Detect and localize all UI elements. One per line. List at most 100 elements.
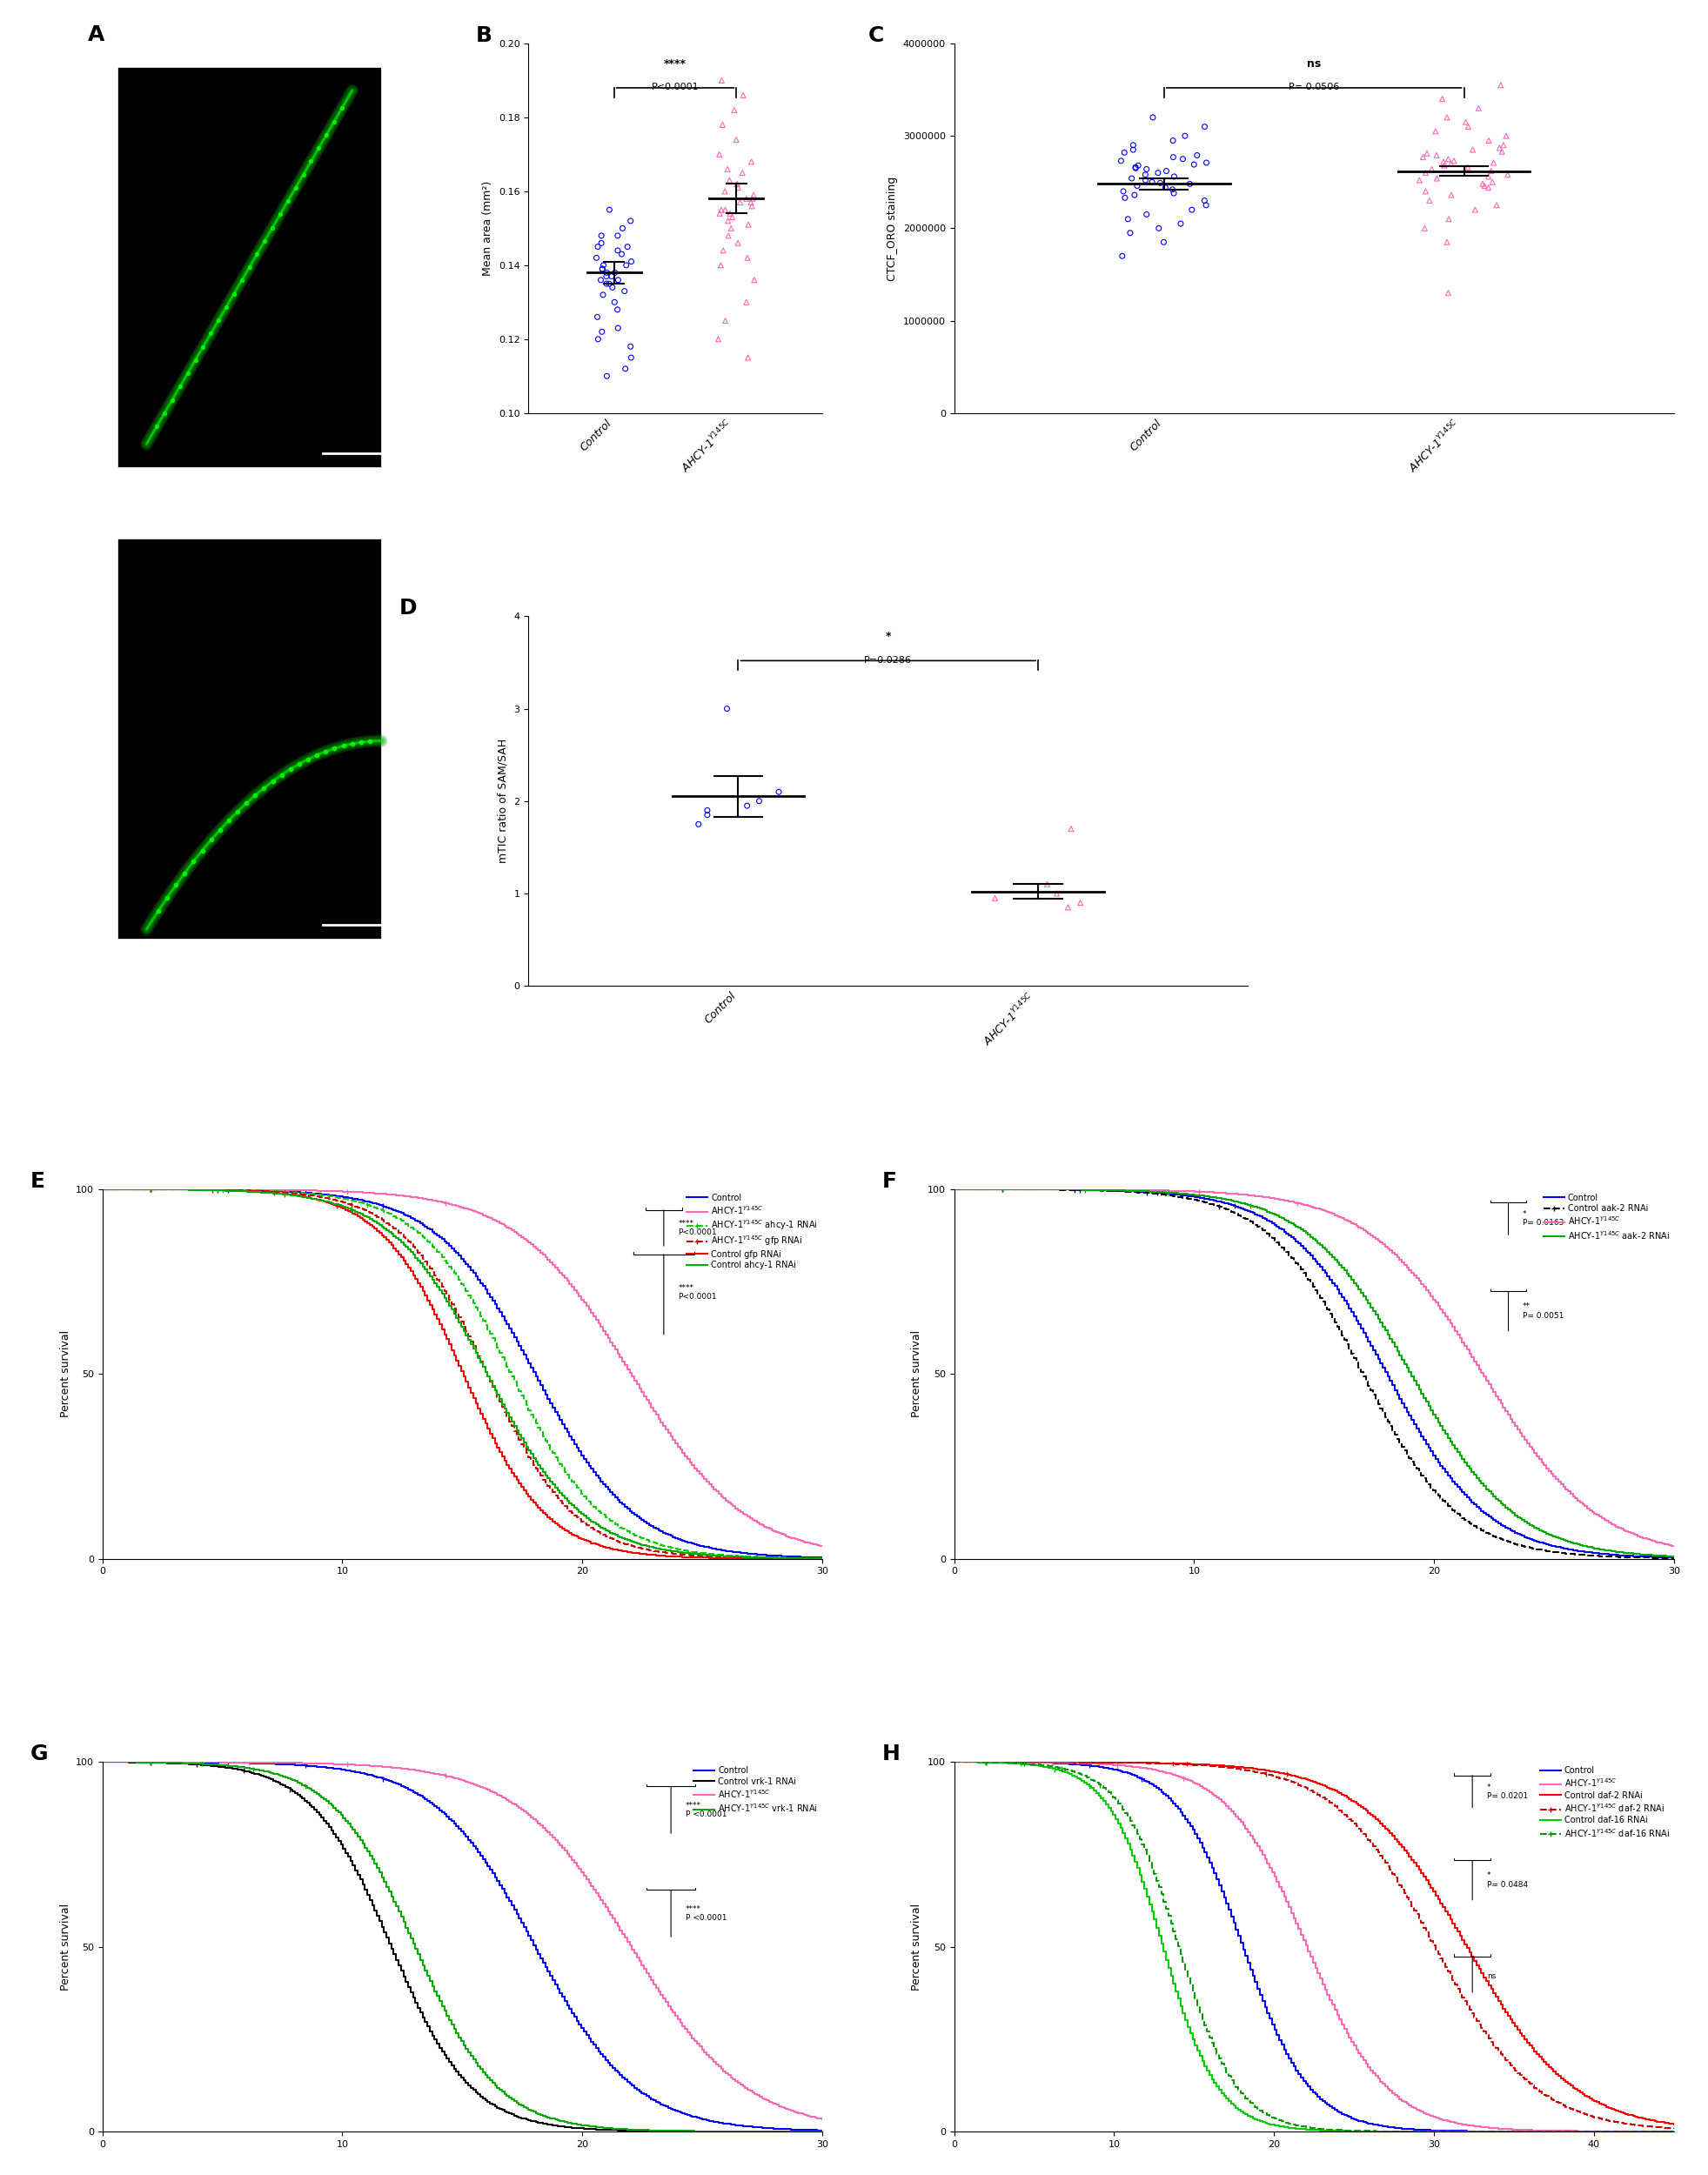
Point — [584, 228, 611, 263]
Text: A: A — [87, 24, 104, 46]
Point — [1179, 191, 1206, 226]
Y-axis label: mTIC ratio of SAM/SAH: mTIC ratio of SAM/SAH — [497, 740, 509, 863]
Point — [734, 241, 762, 276]
Point — [1117, 215, 1144, 250]
Point — [982, 881, 1009, 916]
Point — [693, 794, 721, 829]
Legend: Control, Control vrk-1 RNAi, AHCY-1$^{Y145C}$, AHCY-1$^{Y145C}$ vrk-1 RNAi: Control, Control vrk-1 RNAi, AHCY-1$^{Y1… — [693, 1766, 818, 1814]
Point — [729, 78, 757, 113]
Point — [1452, 104, 1479, 139]
Point — [705, 196, 733, 231]
Point — [1119, 133, 1146, 167]
Text: AHCY-1$^{Y145C}$::GFP: AHCY-1$^{Y145C}$::GFP — [202, 505, 297, 520]
Text: *
P= 0.0201: * P= 0.0201 — [1486, 1784, 1529, 1801]
Point — [1435, 202, 1462, 237]
Point — [1423, 113, 1450, 148]
Point — [1431, 148, 1459, 183]
Point — [707, 191, 734, 226]
Text: *: * — [885, 631, 892, 642]
Point — [605, 233, 632, 268]
Point — [1455, 109, 1483, 144]
Point — [1454, 150, 1481, 185]
Point — [1160, 159, 1187, 194]
Point — [733, 285, 760, 320]
Point — [179, 844, 207, 879]
Point — [1122, 150, 1149, 185]
Point — [181, 344, 208, 378]
Point — [1440, 144, 1467, 178]
Text: *
P= 0.0484: * P= 0.0484 — [1486, 1873, 1527, 1888]
Point — [1411, 211, 1438, 246]
Point — [1132, 152, 1160, 187]
Point — [1108, 239, 1136, 274]
Text: P<0.0001: P<0.0001 — [651, 83, 699, 91]
Point — [729, 154, 757, 189]
Point — [1107, 144, 1134, 178]
Y-axis label: Mean area (mm²): Mean area (mm²) — [482, 181, 494, 276]
Point — [1124, 148, 1151, 183]
Point — [709, 63, 736, 98]
Point — [707, 248, 734, 283]
Text: ****
P <0.0001: **** P <0.0001 — [685, 1801, 726, 1818]
Point — [1477, 154, 1505, 189]
Point — [251, 770, 278, 805]
Point — [236, 250, 263, 285]
Point — [705, 137, 733, 172]
Point — [611, 274, 639, 309]
Point — [1418, 152, 1445, 187]
Point — [1044, 877, 1071, 911]
Bar — [118, 537, 381, 940]
Point — [724, 226, 752, 261]
Point — [1483, 187, 1510, 222]
Y-axis label: Percent survival: Percent survival — [912, 1331, 922, 1418]
Point — [705, 322, 733, 357]
Point — [304, 737, 331, 772]
Text: ****: **** — [664, 59, 687, 70]
Point — [733, 787, 760, 822]
Point — [714, 692, 741, 726]
Point — [1474, 170, 1501, 204]
Point — [721, 94, 748, 128]
Text: P=0.0286: P=0.0286 — [864, 655, 912, 663]
Point — [584, 322, 611, 357]
Point — [313, 735, 340, 770]
Point — [215, 803, 243, 837]
Point — [275, 183, 302, 218]
Legend: Control, AHCY-1$^{Y145C}$, Control daf-2 RNAi, AHCY-1$^{Y145C}$ daf-2 RNAi, Cont: Control, AHCY-1$^{Y145C}$, Control daf-2… — [1539, 1766, 1670, 1838]
Point — [1433, 224, 1460, 259]
Point — [593, 259, 620, 294]
Point — [1435, 141, 1462, 176]
Point — [1122, 150, 1149, 185]
Point — [243, 237, 270, 272]
Point — [593, 359, 620, 394]
Point — [198, 822, 225, 857]
Point — [330, 729, 357, 763]
Point — [582, 241, 610, 276]
Point — [1177, 167, 1204, 202]
Point — [1459, 133, 1486, 167]
Point — [596, 265, 623, 300]
Point — [598, 259, 625, 294]
Point — [608, 211, 635, 246]
Point — [593, 265, 620, 300]
Point — [589, 248, 617, 283]
Point — [605, 218, 632, 252]
Text: B: B — [475, 26, 492, 46]
Point — [765, 774, 793, 809]
Point — [1192, 146, 1220, 181]
Point — [588, 263, 615, 298]
Point — [1406, 163, 1433, 198]
Point — [726, 185, 753, 220]
Point — [1416, 183, 1443, 218]
Point — [1146, 165, 1173, 200]
Point — [589, 252, 617, 287]
Point — [719, 200, 746, 235]
Point — [1413, 137, 1440, 172]
Point — [1160, 139, 1187, 174]
Point — [1057, 811, 1085, 846]
Point — [268, 757, 295, 792]
Point — [600, 270, 627, 305]
Point — [1423, 137, 1450, 172]
Point — [143, 409, 171, 444]
Point — [232, 785, 260, 820]
